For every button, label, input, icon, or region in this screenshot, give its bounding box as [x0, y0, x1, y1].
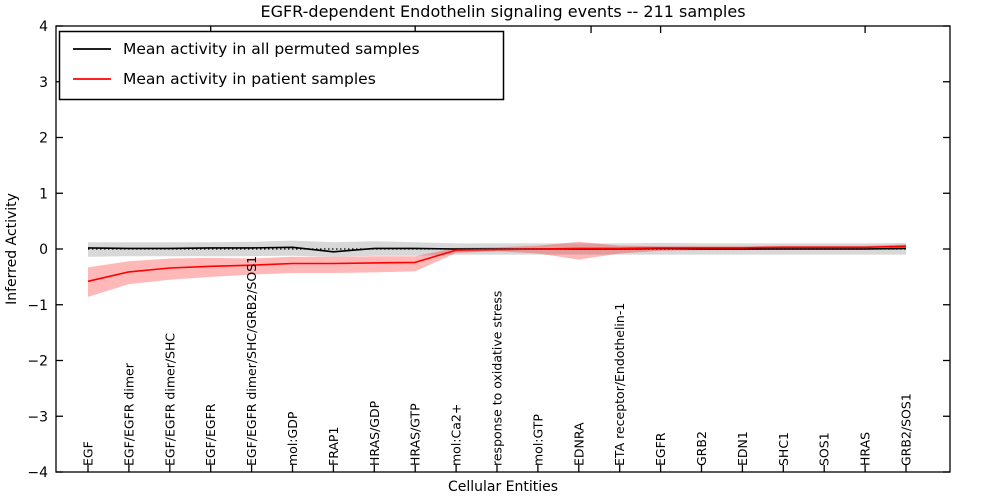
- x-tick-label: EGF/EGFR dimer/SHC: [162, 333, 177, 466]
- y-tick-label: 4: [39, 19, 48, 35]
- x-axis-label: Cellular Entities: [448, 479, 558, 495]
- x-tick-label: GRB2/SOS1: [899, 393, 914, 466]
- line-patient-mean: [87, 245, 907, 283]
- chart-legend: Mean activity in all permuted samples Me…: [58, 30, 505, 101]
- x-tick-label: mol:GDP: [285, 411, 300, 466]
- x-tick-label: HRAS/GTP: [408, 403, 423, 466]
- x-tick-label: mol:GTP: [530, 414, 545, 466]
- legend-label-permuted: Mean activity in all permuted samples: [123, 40, 420, 58]
- x-tick-label: EGF/EGFR dimer/SHC/GRB2/SOS1: [244, 256, 259, 466]
- x-tick-label: mol:Ca2+: [449, 404, 464, 466]
- chart-title: EGFR-dependent Endothelin signaling even…: [260, 2, 745, 21]
- chart-content: 4 3 2 1 0 −1 −2 −3 −4 EGF EGF/EGFR dimer EGF/EGFR d…: [27, 19, 951, 481]
- legend-label-patient: Mean activity in patient samples: [123, 70, 376, 88]
- x-tick-label: EDNRA: [571, 422, 586, 466]
- x-tick-label: EGFR: [653, 432, 668, 466]
- x-tick-label: HRAS/GDP: [367, 400, 382, 466]
- y-tick-label: 3: [39, 75, 48, 91]
- x-tick-label: SOS1: [817, 432, 832, 466]
- y-tick-label: 2: [39, 131, 48, 147]
- x-tick-label: EGF: [81, 441, 96, 466]
- x-tick-label: EGF/EGFR: [203, 403, 218, 466]
- y-tick-label: −3: [27, 409, 48, 425]
- x-tick-label: HRAS: [858, 432, 873, 466]
- x-tick-label: response to oxidative stress: [490, 291, 505, 466]
- x-tick-label: SHC1: [776, 432, 791, 466]
- y-tick-label: 0: [39, 242, 48, 258]
- x-tick-label: EGF/EGFR dimer: [121, 362, 136, 466]
- y-tick-label: −4: [27, 465, 48, 481]
- x-tick-label: EDN1: [735, 431, 750, 466]
- x-tick-label: ETA receptor/Endothelin-1: [612, 303, 627, 466]
- y-tick-label: 1: [39, 186, 48, 202]
- y-tick-label: −2: [27, 354, 48, 370]
- legend-frame: [58, 30, 505, 101]
- x-tick-label: GRB2: [694, 431, 709, 466]
- x-tick-label: FRAP1: [326, 427, 341, 466]
- y-axis-label: Inferred Activity: [4, 193, 20, 305]
- y-tick-label: −1: [27, 298, 48, 314]
